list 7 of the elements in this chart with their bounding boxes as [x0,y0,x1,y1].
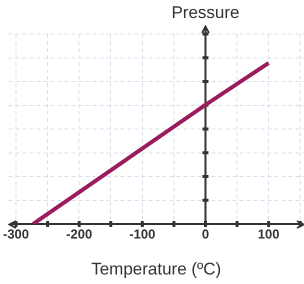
x-tick-label: -200 [66,226,92,242]
x-tick-label: 0 [202,226,210,242]
x-tick-label: -300 [2,226,30,242]
x-tick-label: -100 [129,226,156,242]
x-axis-title: Temperature (ºC) [91,259,222,278]
x-tick-label: 100 [258,226,280,242]
y-axis-title: Pressure [171,3,240,22]
